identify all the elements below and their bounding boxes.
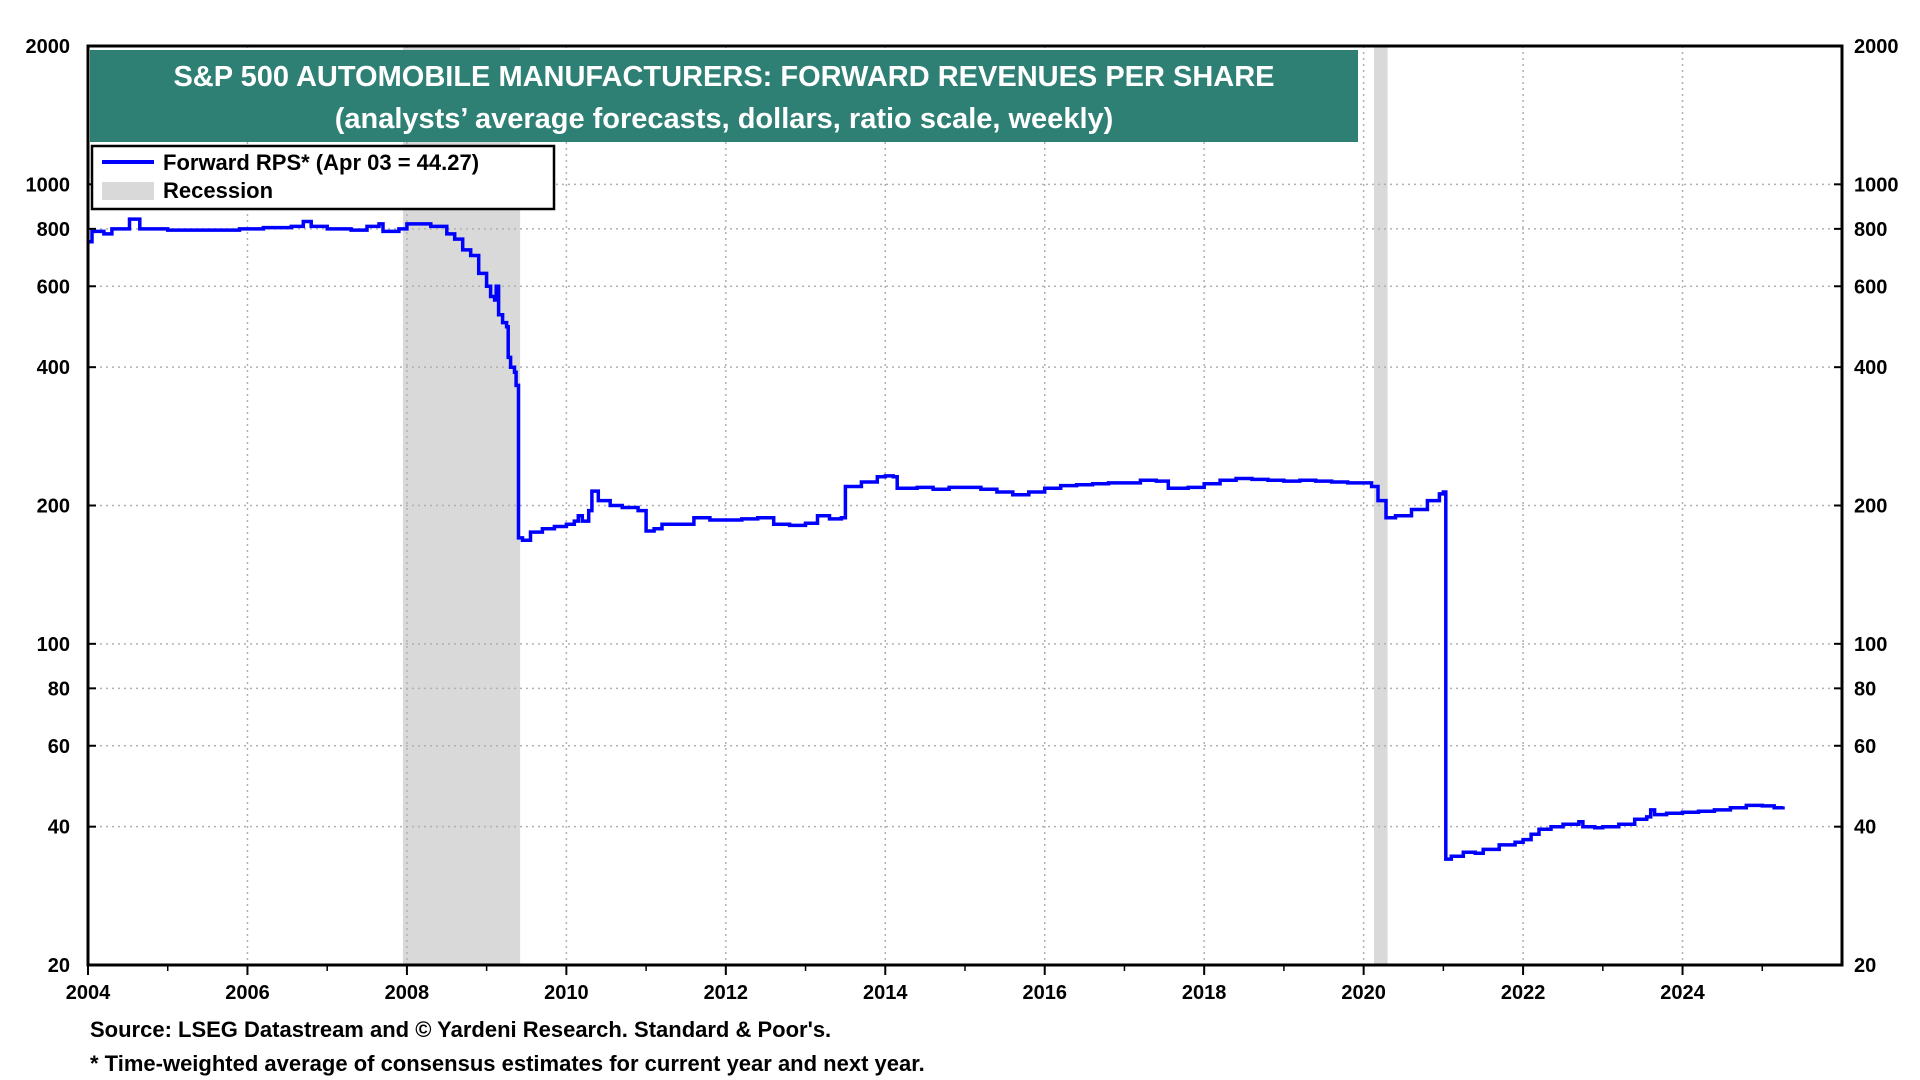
y-tick-label-left-20: 20 xyxy=(48,955,70,977)
y-tick-label-left-2000: 2000 xyxy=(26,36,71,58)
y-tick-label-right-1000: 1000 xyxy=(1854,174,1899,196)
x-tick-label-2024: 2024 xyxy=(1660,982,1705,1004)
y-tick-label-left-400: 400 xyxy=(37,357,70,379)
y-tick-label-right-60: 60 xyxy=(1854,736,1876,758)
y-tick-label-right-600: 600 xyxy=(1854,276,1887,298)
y-tick-label-left-60: 60 xyxy=(48,736,70,758)
y-tick-label-right-80: 80 xyxy=(1854,678,1876,700)
y-tick-label-right-100: 100 xyxy=(1854,634,1887,656)
legend: Forward RPS* (Apr 03 = 44.27) Recession xyxy=(90,144,556,211)
chart-subtitle: (analysts’ average forecasts, dollars, r… xyxy=(335,103,1114,135)
chart-title-box: S&P 500 AUTOMOBILE MANUFACTURERS: FORWAR… xyxy=(90,50,1358,142)
x-tick-label-2022: 2022 xyxy=(1501,982,1546,1004)
gridlines xyxy=(88,46,1842,965)
legend-label-forward-rps: Forward RPS* (Apr 03 = 44.27) xyxy=(163,150,479,175)
y-tick-label-right-20: 20 xyxy=(1854,955,1876,977)
chart-title: S&P 500 AUTOMOBILE MANUFACTURERS: FORWAR… xyxy=(173,61,1274,93)
y-tick-label-left-600: 600 xyxy=(37,276,70,298)
x-tick-label-2012: 2012 xyxy=(704,982,749,1004)
footer-source: Source: LSEG Datastream and © Yardeni Re… xyxy=(90,1017,832,1042)
y-tick-label-right-800: 800 xyxy=(1854,219,1887,241)
series-line-forward-rps xyxy=(88,217,1785,861)
y-tick-label-right-200: 200 xyxy=(1854,496,1887,518)
y-tick-label-left-800: 800 xyxy=(37,219,70,241)
x-tick-label-2004: 2004 xyxy=(66,982,111,1004)
series-group xyxy=(88,217,1785,861)
x-tick-label-2008: 2008 xyxy=(385,982,430,1004)
x-tick-label-2018: 2018 xyxy=(1182,982,1227,1004)
y-tick-label-left-200: 200 xyxy=(37,496,70,518)
x-tick-label-2006: 2006 xyxy=(225,982,270,1004)
y-tick-label-right-40: 40 xyxy=(1854,817,1876,839)
y-tick-label-right-2000: 2000 xyxy=(1854,36,1899,58)
y-tick-label-left-40: 40 xyxy=(48,817,70,839)
y-tick-label-left-1000: 1000 xyxy=(26,174,71,196)
y-tick-label-left-100: 100 xyxy=(37,634,70,656)
footer-note: * Time-weighted average of consensus est… xyxy=(90,1051,925,1076)
x-tick-label-2016: 2016 xyxy=(1022,982,1067,1004)
recession-band-1 xyxy=(1374,46,1388,965)
y-tick-label-right-400: 400 xyxy=(1854,357,1887,379)
legend-swatch-recession xyxy=(102,182,154,200)
y-tick-label-left-80: 80 xyxy=(48,678,70,700)
x-tick-label-2020: 2020 xyxy=(1341,982,1386,1004)
x-tick-label-2010: 2010 xyxy=(544,982,589,1004)
x-tick-label-2014: 2014 xyxy=(863,982,908,1004)
legend-label-recession: Recession xyxy=(163,178,273,203)
